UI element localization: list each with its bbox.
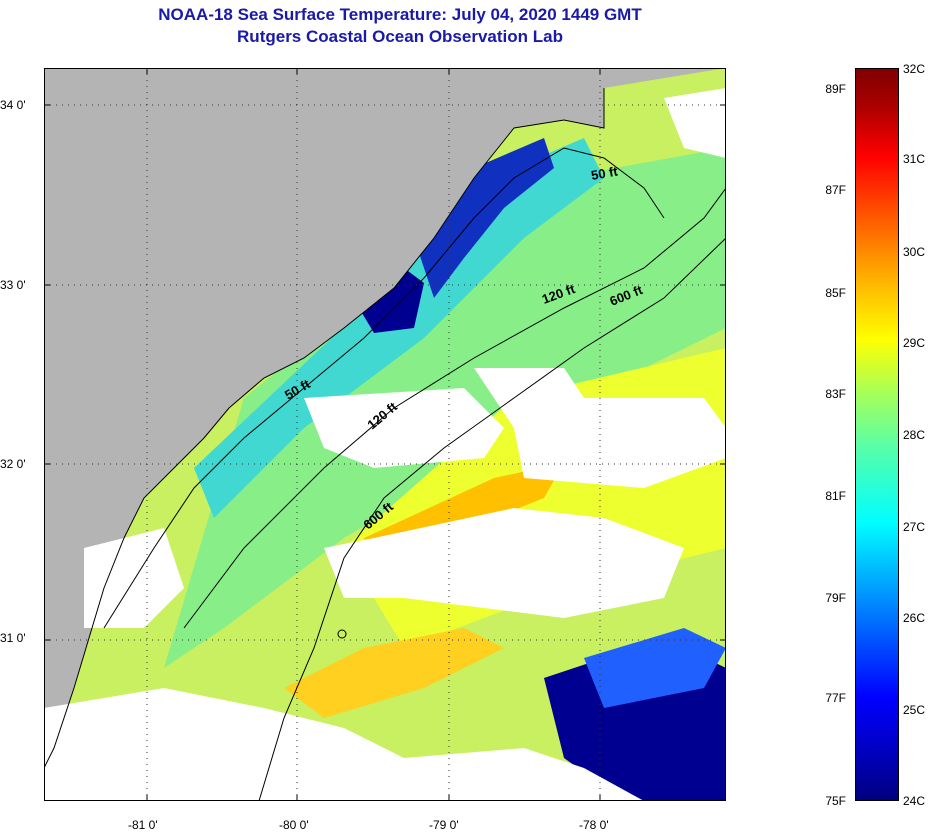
cold-upwelling-core	[359, 268, 424, 333]
contour-600ft	[258, 237, 726, 801]
lat-tick-label: 33 0'	[0, 278, 26, 292]
colorbar-f-label: 75F	[825, 794, 846, 808]
cloud-south-1	[324, 508, 684, 618]
cool-patch-south	[584, 628, 726, 708]
colorbar-c-label: 24C	[903, 794, 926, 808]
cloud-central	[304, 388, 504, 468]
colorbar-f-label: 79F	[825, 591, 846, 605]
colorbar-c-label: 26C	[903, 611, 926, 625]
colorbar-c-label: 27C	[903, 520, 926, 534]
cold-upwelling-north	[414, 138, 554, 298]
colorbar-c-label: 31C	[903, 152, 926, 166]
colorbar-c-label: 28C	[903, 428, 926, 442]
colorbar-f-label: 81F	[825, 489, 846, 503]
lat-tick-label: 34 0'	[0, 98, 26, 112]
sst-map: 50 ft 120 ft 600 ft 50 ft 120 ft 600 ft	[44, 68, 726, 801]
axis-ticks	[44, 68, 726, 801]
colorbar-f-label: 89F	[825, 82, 846, 96]
colorbar-c-label: 29C	[903, 336, 926, 350]
lon-tick-label: -81 0'	[128, 818, 158, 832]
lat-tick-label: 31 0'	[0, 631, 26, 645]
temperature-colorbar	[855, 68, 899, 801]
map-title: NOAA-18 Sea Surface Temperature: July 04…	[158, 5, 642, 24]
colorbar-c-label: 32C	[903, 62, 926, 76]
lon-tick-label: -79 0'	[429, 818, 459, 832]
coastline	[44, 88, 605, 769]
contour-120ft	[183, 187, 726, 629]
colorbar-f-label: 83F	[825, 387, 846, 401]
colorbar-c-label: 25C	[903, 703, 926, 717]
grid	[44, 68, 726, 801]
cloud-coastal-south	[84, 528, 184, 628]
map-frame	[44, 68, 726, 801]
cloud-south-2	[44, 688, 644, 801]
contour-label-50ft-north: 50 ft	[590, 163, 620, 183]
colorbar-f-label: 87F	[825, 183, 846, 197]
colorbar-f-label: 85F	[825, 286, 846, 300]
land	[44, 68, 726, 768]
lat-tick-label: 32 0'	[0, 457, 26, 471]
colorbar-c-label: 30C	[903, 245, 926, 259]
buoy-marker	[337, 629, 347, 639]
colorbar-f-label: 77F	[825, 691, 846, 705]
lon-tick-label: -80 0'	[279, 818, 309, 832]
lon-tick-label: -78 0'	[579, 818, 609, 832]
contour-50ft	[103, 147, 665, 629]
map-subtitle: Rutgers Coastal Ocean Observation Lab	[237, 27, 563, 46]
